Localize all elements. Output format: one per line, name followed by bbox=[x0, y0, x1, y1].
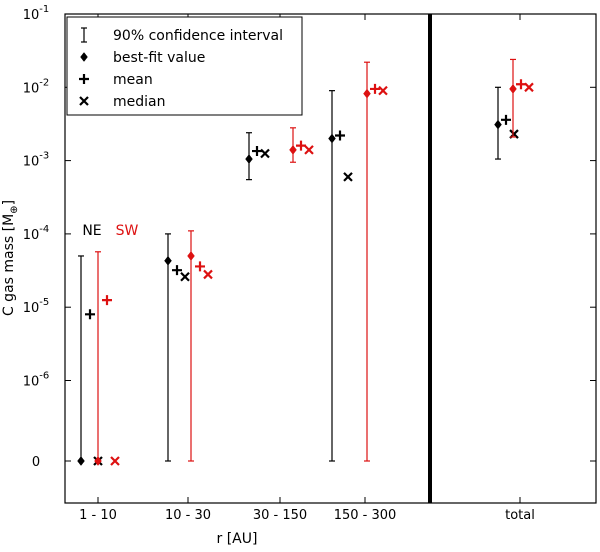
errorbar bbox=[95, 251, 101, 462]
mean-marker bbox=[172, 265, 182, 276]
mean-marker bbox=[516, 79, 526, 90]
y-tick-label: 10-4 bbox=[23, 224, 50, 243]
x-axis: 1 - 10 10 - 30 30 - 150 150 - 300 total bbox=[79, 14, 535, 523]
best-fit-marker bbox=[77, 456, 85, 466]
errorbar bbox=[78, 255, 84, 462]
best-fit-marker bbox=[187, 251, 195, 261]
median-marker bbox=[343, 172, 353, 182]
best-fit-marker bbox=[328, 133, 336, 144]
y-tick-label: 10-2 bbox=[23, 77, 50, 96]
mean-marker bbox=[335, 130, 345, 141]
mean-marker bbox=[195, 261, 205, 272]
plot-frame bbox=[64, 13, 597, 504]
y-tick-label: 10-5 bbox=[23, 297, 50, 316]
errorbar bbox=[188, 230, 194, 462]
legend-cross-marker bbox=[79, 96, 89, 106]
x-tick-label: 1 - 10 bbox=[79, 508, 117, 523]
best-fit-marker bbox=[245, 154, 253, 164]
best-fit-marker bbox=[289, 144, 297, 155]
annotations: NE SW bbox=[82, 223, 138, 239]
best-fit-marker bbox=[494, 119, 502, 130]
mean-marker bbox=[102, 295, 112, 306]
annotation-sw: SW bbox=[116, 223, 139, 239]
legend-label: 90% confidence interval bbox=[113, 28, 283, 44]
mean-marker bbox=[296, 140, 306, 151]
y-tick-label-zero: 0 bbox=[32, 455, 40, 470]
series-sw bbox=[94, 58, 534, 466]
x-tick-label: 150 - 300 bbox=[334, 508, 397, 523]
data-marks bbox=[77, 58, 534, 466]
errorbar bbox=[329, 90, 335, 462]
x-tick-label: 30 - 150 bbox=[253, 508, 307, 523]
y-axis-label-close: ] bbox=[1, 200, 17, 205]
mean-marker bbox=[370, 83, 380, 94]
errorbar bbox=[364, 61, 370, 462]
median-marker bbox=[260, 148, 270, 159]
y-tick-label: 10-6 bbox=[23, 371, 50, 390]
y-axis-label-sub: ⊕ bbox=[9, 205, 20, 213]
best-fit-marker bbox=[94, 456, 102, 466]
errorbar bbox=[510, 58, 516, 138]
median-marker bbox=[524, 82, 534, 93]
annotation-ne: NE bbox=[82, 223, 101, 239]
legend-plus-marker bbox=[79, 74, 89, 84]
best-fit-marker bbox=[509, 84, 517, 94]
x-tick-label: 10 - 30 bbox=[165, 508, 211, 523]
mean-marker bbox=[85, 309, 95, 320]
errorbar bbox=[165, 233, 171, 462]
y-axis: 10-1 10-2 10-3 10-4 10-5 10-6 0 bbox=[23, 4, 596, 470]
legend-diamond-marker bbox=[80, 52, 88, 62]
mean-marker bbox=[252, 146, 262, 157]
best-fit-marker bbox=[363, 88, 371, 99]
y-tick-label: 10-3 bbox=[23, 151, 50, 170]
mean-marker bbox=[501, 114, 511, 125]
legend-label: best-fit value bbox=[113, 50, 205, 66]
y-tick-label: 10-1 bbox=[23, 4, 50, 23]
median-marker bbox=[180, 272, 190, 282]
median-marker bbox=[378, 85, 388, 96]
x-tick-label: total bbox=[505, 508, 535, 523]
series-ne bbox=[77, 86, 519, 466]
best-fit-marker bbox=[164, 255, 172, 266]
legend-label: mean bbox=[113, 72, 153, 88]
y-axis-label-main: C gas mass [M bbox=[1, 214, 17, 316]
median-marker bbox=[110, 456, 120, 466]
legend: 90% confidence interval best-fit value mea… bbox=[66, 16, 303, 116]
median-marker bbox=[203, 269, 213, 280]
median-marker bbox=[304, 145, 314, 155]
legend-box bbox=[66, 16, 303, 116]
y-axis-label: C gas mass [M⊕] bbox=[1, 200, 20, 316]
x-axis-label: r [AU] bbox=[217, 531, 258, 547]
legend-label: median bbox=[113, 94, 165, 110]
